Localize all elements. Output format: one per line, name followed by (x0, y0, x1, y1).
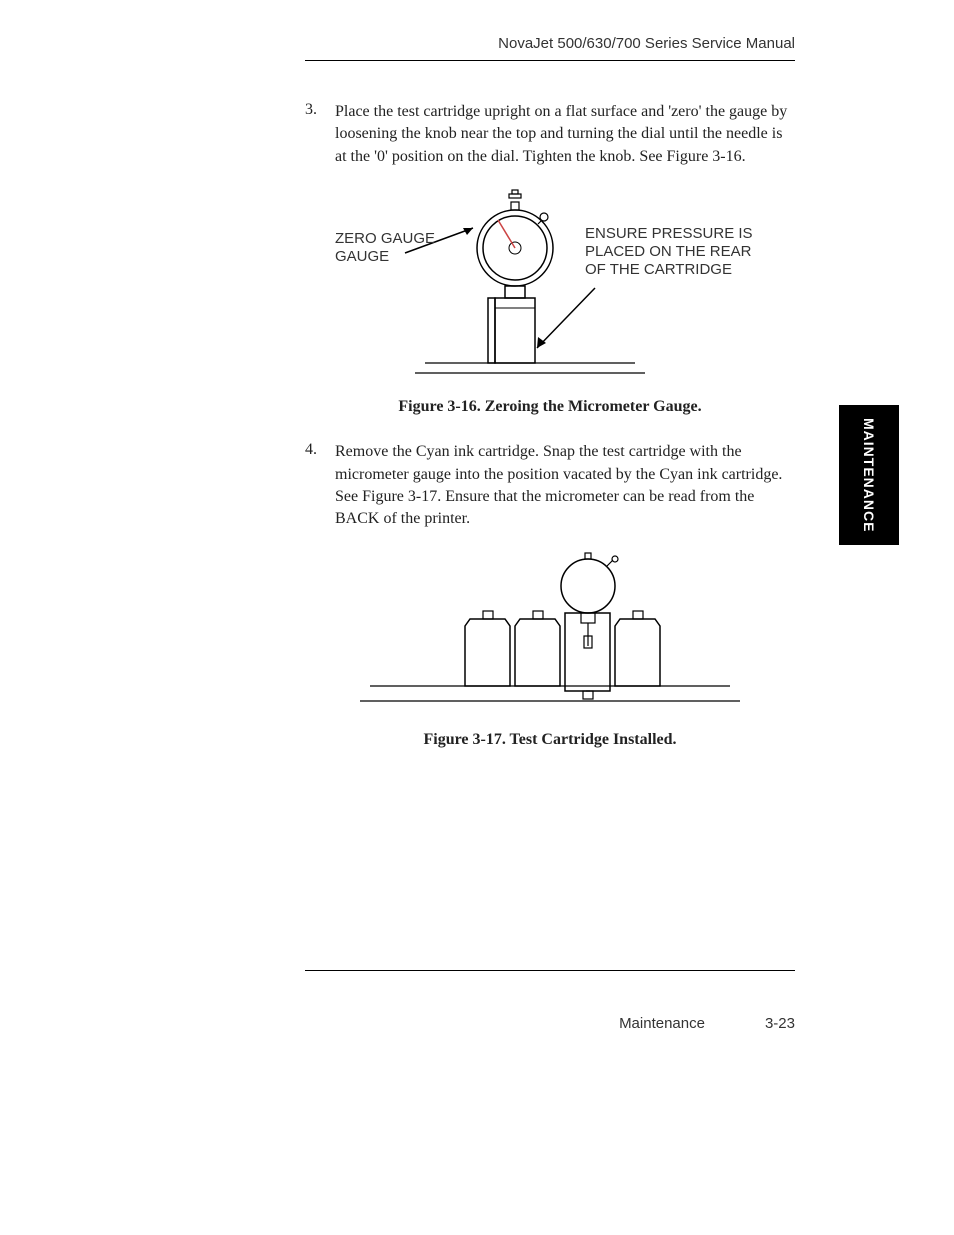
figure-317-container: Figure 3-17. Test Cartridge Installed. (305, 551, 795, 749)
header-title: NovaJet 500/630/700 Series Service Manua… (305, 35, 795, 52)
label-pressure-3: OF THE CARTRIDGE (585, 261, 732, 278)
header-rule (305, 60, 795, 61)
label-pressure-2: PLACED ON THE REAR (585, 243, 752, 260)
figure-316-caption: Figure 3-16. Zeroing the Micrometer Gaug… (305, 398, 795, 416)
footer-container: Maintenance 3-23 (305, 1015, 795, 1032)
label-pressure-1: ENSURE PRESSURE IS (585, 225, 753, 242)
step-item-4: 4. Remove the Cyan ink cartridge. Snap t… (305, 441, 795, 531)
step-text: Place the test cartridge upright on a fl… (335, 101, 795, 168)
step-list-2: 4. Remove the Cyan ink cartridge. Snap t… (305, 441, 795, 531)
side-tab: MAINTENANCE (839, 405, 899, 545)
step-number: 4. (305, 441, 335, 531)
label-zero: ZERO GAUGE (335, 230, 435, 247)
step-number: 3. (305, 101, 335, 168)
label-gauge: GAUGE (335, 248, 389, 265)
figure-316-svg: ZERO GAUGE GAUGE ENSURE PRESSURE IS PLAC… (305, 188, 795, 388)
figure-317-caption: Figure 3-17. Test Cartridge Installed. (305, 731, 795, 749)
step-list: 3. Place the test cartridge upright on a… (305, 101, 795, 168)
footer-section: Maintenance (619, 1015, 705, 1032)
footer-page: 3-23 (765, 1015, 795, 1032)
page-container: NovaJet 500/630/700 Series Service Manua… (160, 35, 810, 774)
footer-rule (305, 970, 795, 971)
step-text: Remove the Cyan ink cartridge. Snap the … (335, 441, 795, 531)
side-tab-text: MAINTENANCE (861, 418, 877, 532)
step-item-3: 3. Place the test cartridge upright on a… (305, 101, 795, 168)
figure-317-svg (340, 551, 760, 721)
figure-316-container: ZERO GAUGE GAUGE ENSURE PRESSURE IS PLAC… (305, 188, 795, 416)
